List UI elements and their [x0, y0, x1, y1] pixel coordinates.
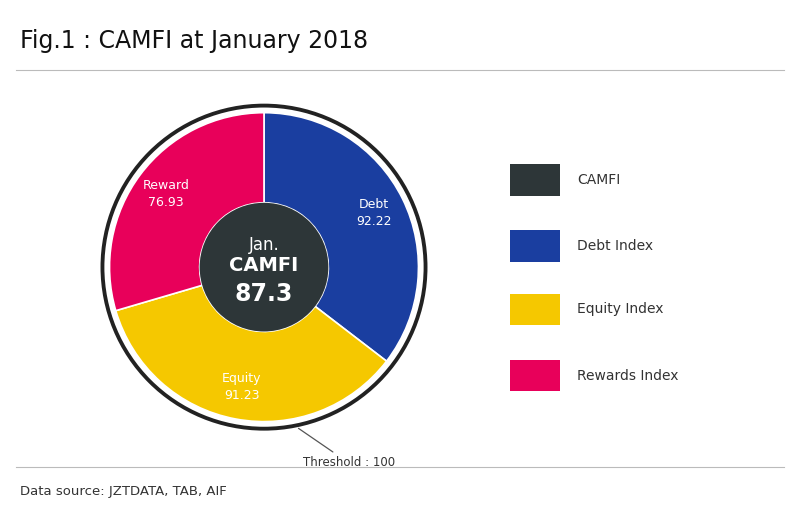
Text: 87.3: 87.3	[235, 282, 293, 306]
Ellipse shape	[104, 107, 424, 427]
Text: Jan.: Jan.	[249, 236, 279, 254]
Text: CAMFI: CAMFI	[230, 257, 298, 276]
Wedge shape	[116, 285, 386, 422]
Text: CAMFI: CAMFI	[577, 173, 620, 187]
Text: Debt
92.22: Debt 92.22	[356, 198, 391, 228]
Ellipse shape	[101, 104, 427, 431]
Text: Reward
76.93: Reward 76.93	[142, 179, 190, 209]
Text: Equity Index: Equity Index	[577, 303, 663, 316]
Text: Data source: JZTDATA, TAB, AIF: Data source: JZTDATA, TAB, AIF	[20, 486, 226, 498]
Bar	[510, 164, 560, 196]
Bar	[510, 294, 560, 325]
Bar	[510, 360, 560, 391]
Text: Rewards Index: Rewards Index	[577, 369, 678, 382]
Text: Debt Index: Debt Index	[577, 239, 653, 253]
Wedge shape	[110, 113, 264, 311]
Text: Equity
91.23: Equity 91.23	[222, 372, 262, 403]
Text: Fig.1 : CAMFI at January 2018: Fig.1 : CAMFI at January 2018	[20, 29, 368, 53]
Wedge shape	[264, 113, 418, 361]
Bar	[510, 230, 560, 262]
Circle shape	[200, 203, 328, 332]
Text: Threshold : 100: Threshold : 100	[298, 428, 394, 469]
